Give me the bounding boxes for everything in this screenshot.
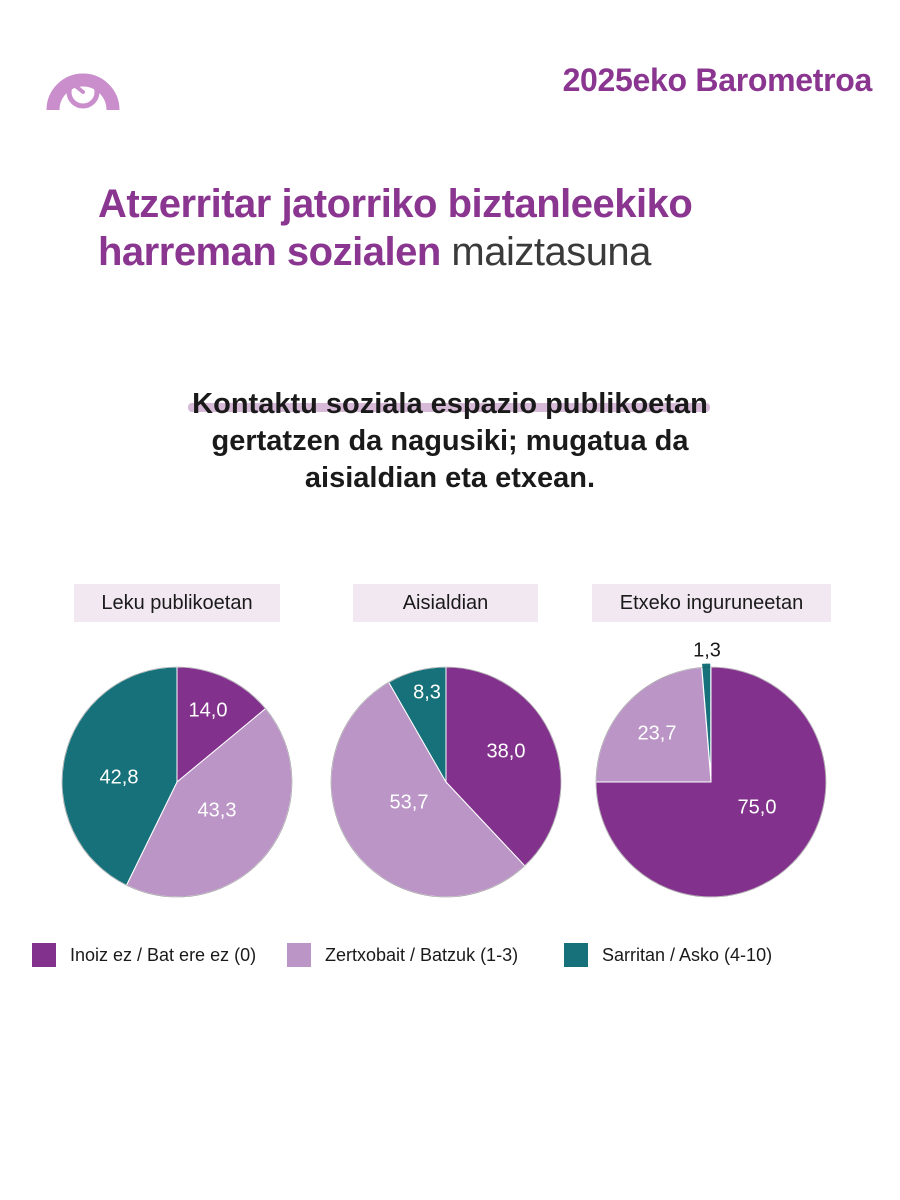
legend-item-sarritan: Sarritan / Asko (4-10)	[564, 942, 772, 968]
legend: Inoiz ez / Bat ere ez (0) Zertxobait / B…	[0, 942, 900, 972]
subtitle-line-1: Kontaktu soziala espazio publikoetan	[192, 388, 708, 420]
pie-aisialdian: 38,0 53,7 8,3	[330, 666, 562, 898]
pie-title-leku-publikoetan: Leku publikoetan	[74, 584, 280, 622]
pie-outline-etxeko-inguruneetan	[595, 666, 827, 898]
subtitle-line-2: gertatzen da nagusiki; mugatua da	[211, 425, 689, 457]
gauge-icon	[46, 73, 120, 111]
page-title-light: maiztasuna	[451, 230, 651, 274]
legend-label-inoiz: Inoiz ez / Bat ere ez (0)	[70, 944, 257, 965]
legend-label-sarritan: Sarritan / Asko (4-10)	[602, 944, 773, 965]
legend-item-zertxobait: Zertxobait / Batzuk (1-3)	[287, 942, 518, 968]
brand-title: 2025eko Barometroa	[562, 62, 873, 98]
barometer-logo	[46, 56, 120, 116]
legend-item-inoiz: Inoiz ez / Bat ere ez (0)	[32, 942, 256, 968]
data-label-aisialdian-zertxobait: 53,7	[390, 791, 429, 813]
data-label-aisialdian-inoiz: 38,0	[487, 740, 526, 762]
subtitle-line-3: aisialdian eta etxean.	[304, 462, 596, 494]
subtitle-highlight	[188, 403, 710, 412]
pie-outline-leku-publikoetan	[61, 666, 293, 898]
page-title-strong: Atzerritar jatorriko biztanleekiko harre…	[98, 182, 693, 274]
data-label-leku-publikoetan-inoiz: 14,0	[189, 699, 228, 721]
pie-leku-publikoetan: 14,0 43,3 42,8	[61, 666, 293, 898]
subtitle: Kontaktu soziala espazio publikoetan ger…	[100, 386, 800, 497]
pie-outline-aisialdian	[330, 666, 562, 898]
pie-slice-etxeko-inguruneetan-sarritan	[700, 662, 712, 777]
legend-swatch-inoiz	[32, 943, 56, 967]
pie-etxeko-inguruneetan: 75,0 23,7 1,3	[595, 639, 827, 898]
data-label-leku-publikoetan-sarritan: 42,8	[100, 766, 139, 788]
pie-title-etxeko-inguruneetan: Etxeko inguruneetan	[592, 584, 831, 622]
legend-swatch-sarritan	[564, 943, 588, 967]
data-label-leku-publikoetan-zertxobait: 43,3	[198, 799, 237, 821]
data-label-aisialdian-sarritan: 8,3	[413, 681, 441, 703]
data-label-etxeko-inguruneetan-zertxobait: 23,7	[638, 722, 677, 744]
data-label-etxeko-inguruneetan-inoiz: 75,0	[738, 796, 777, 818]
legend-swatch-zertxobait	[287, 943, 311, 967]
data-label-etxeko-inguruneetan-sarritan: 1,3	[693, 639, 721, 661]
legend-label-zertxobait: Zertxobait / Batzuk (1-3)	[325, 944, 519, 965]
pie-title-aisialdian: Aisialdian	[353, 584, 538, 622]
page-title: Atzerritar jatorriko biztanleekiko harre…	[98, 180, 818, 276]
